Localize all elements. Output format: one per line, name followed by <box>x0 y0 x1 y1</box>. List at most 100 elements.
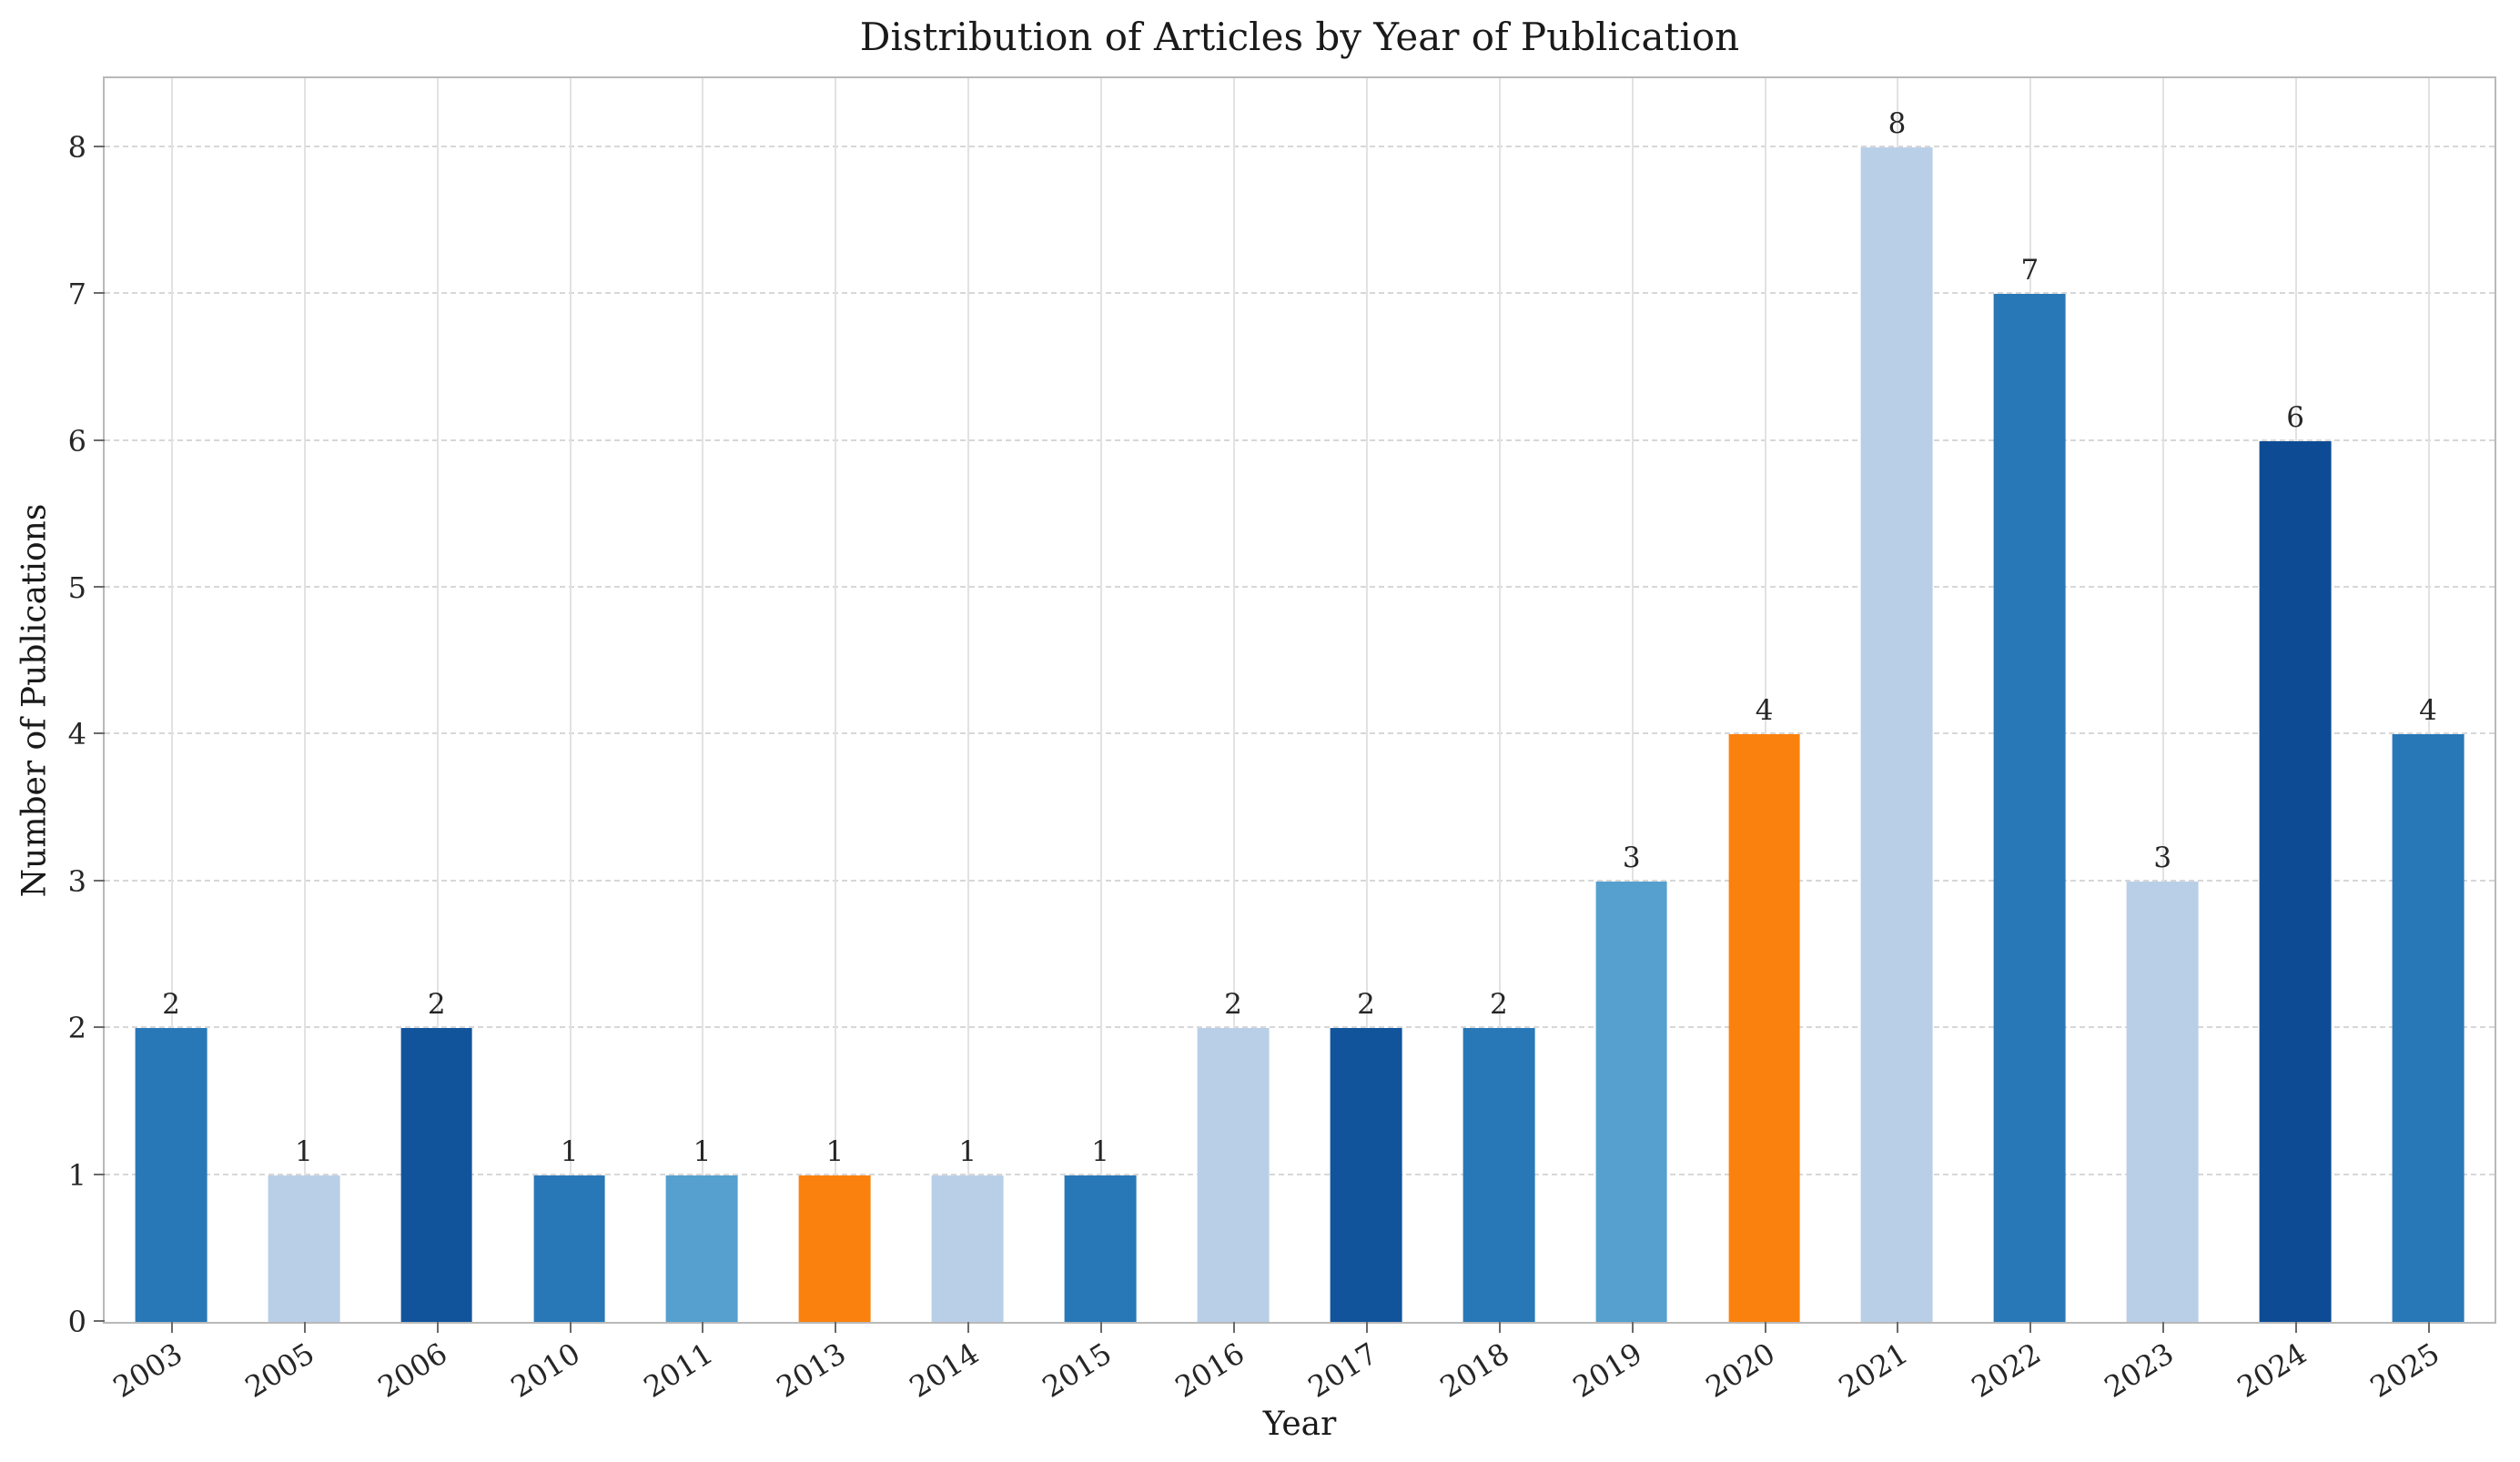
v-gridline <box>1233 78 1236 1322</box>
bar-slot: 6 2024 <box>2229 78 2362 1405</box>
x-tick-label: 2024 <box>2231 1336 2313 1405</box>
y-tick-label: 4 <box>67 717 86 752</box>
bar-value-label: 3 <box>1622 841 1641 874</box>
bar <box>798 1175 871 1322</box>
x-tick-label: 2018 <box>1434 1336 1516 1405</box>
y-tick-label: 7 <box>67 277 86 312</box>
bar-slot: 2 2003 <box>105 78 238 1405</box>
bar <box>666 1175 738 1322</box>
x-tick-mark <box>303 1322 306 1333</box>
y-tick-mark <box>94 879 105 882</box>
v-gridline <box>170 78 173 1322</box>
v-gridline <box>702 78 704 1322</box>
x-axis-label: Year <box>1262 1406 1337 1443</box>
bar <box>1861 146 1933 1322</box>
v-gridline <box>1100 78 1103 1322</box>
x-tick-mark <box>170 1322 173 1333</box>
x-tick-label: 2003 <box>106 1336 188 1405</box>
bar-value-label: 4 <box>2419 694 2437 728</box>
y-tick-mark <box>94 1026 105 1029</box>
bar-slot: 4 2020 <box>1698 78 1831 1405</box>
x-tick-mark <box>1100 1322 1103 1333</box>
x-tick-mark <box>835 1322 837 1333</box>
v-gridline <box>1631 78 1634 1322</box>
v-gridline <box>1498 78 1501 1322</box>
bar-value-label: 8 <box>1887 106 1907 140</box>
bar <box>2259 440 2332 1322</box>
y-tick-mark <box>94 1320 105 1322</box>
bar-slot: 2 2006 <box>370 78 503 1405</box>
x-tick-label: 2015 <box>1036 1336 1118 1405</box>
x-tick-mark <box>1233 1322 1236 1333</box>
bar <box>1728 734 1800 1322</box>
bar <box>1462 1028 1535 1322</box>
x-tick-label: 2022 <box>1965 1336 2047 1405</box>
bar-slot: 3 2019 <box>1565 78 1698 1405</box>
bar-value-label: 1 <box>1091 1134 1110 1168</box>
bar <box>2392 734 2464 1322</box>
bar-value-label: 2 <box>1357 988 1375 1022</box>
x-tick-mark <box>2029 1322 2032 1333</box>
bar-slot: 1 2011 <box>636 78 769 1405</box>
x-tick-mark <box>967 1322 970 1333</box>
x-tick-mark <box>702 1322 704 1333</box>
bar-slot: 1 2015 <box>1034 78 1167 1405</box>
bar <box>1330 1028 1402 1322</box>
x-tick-label: 2016 <box>1169 1336 1250 1405</box>
x-tick-mark <box>1365 1322 1368 1333</box>
v-gridline <box>967 78 970 1322</box>
bar-slot: 1 2010 <box>503 78 636 1405</box>
bar-slot: 2 2016 <box>1167 78 1300 1405</box>
y-tick-label: 8 <box>67 129 86 165</box>
y-axis-label: Number of Publications <box>15 503 54 898</box>
x-tick-label: 2017 <box>1301 1336 1383 1405</box>
bar-slot: 1 2013 <box>768 78 901 1405</box>
h-gridline <box>105 145 2495 147</box>
x-tick-label: 2010 <box>504 1336 587 1405</box>
y-tick-label: 3 <box>67 863 86 899</box>
x-tick-label: 2005 <box>239 1336 321 1405</box>
y-tick-mark <box>94 292 105 295</box>
h-gridline <box>105 732 2495 735</box>
bar-value-label: 2 <box>427 988 446 1022</box>
x-tick-label: 2006 <box>372 1336 454 1405</box>
x-tick-label: 2023 <box>2098 1336 2180 1405</box>
y-tick-mark <box>94 586 105 589</box>
bar-value-label: 4 <box>1755 694 1774 728</box>
x-tick-mark <box>1897 1322 1899 1333</box>
x-tick-mark <box>1498 1322 1501 1333</box>
x-tick-label: 2021 <box>1832 1336 1915 1405</box>
x-tick-label: 2020 <box>1699 1336 1782 1405</box>
bar-slot: 4 2025 <box>2362 78 2495 1405</box>
v-gridline <box>835 78 837 1322</box>
h-gridline <box>105 1173 2495 1175</box>
bar <box>1595 881 1668 1322</box>
v-gridline <box>2162 78 2165 1322</box>
y-tick-mark <box>94 145 105 147</box>
bar-slot: 2 2017 <box>1300 78 1432 1405</box>
y-tick-label: 0 <box>67 1305 86 1339</box>
v-gridline <box>436 78 439 1322</box>
y-tick-label: 6 <box>67 423 86 459</box>
h-gridline <box>105 292 2495 295</box>
x-tick-label: 2011 <box>637 1336 720 1405</box>
x-tick-mark <box>2162 1322 2165 1333</box>
x-tick-label: 2019 <box>1567 1336 1649 1405</box>
bar <box>931 1175 1004 1322</box>
bar-value-label: 1 <box>825 1134 845 1168</box>
bar <box>2126 881 2199 1322</box>
plot-area: 0 1 2 3 4 5 6 7 8 2 2003 1 2005 2 2006 1 2010 1 2011 1 2013 1… <box>68 76 2496 1405</box>
bar-slot: 7 2022 <box>1963 78 2096 1405</box>
y-tick-label: 5 <box>67 570 86 606</box>
x-tick-mark <box>2295 1322 2298 1333</box>
v-gridline <box>1764 78 1766 1322</box>
x-tick-mark <box>436 1322 439 1333</box>
y-tick-mark <box>94 439 105 441</box>
x-tick-label: 2013 <box>770 1336 852 1405</box>
bar <box>1993 294 2066 1322</box>
h-gridline <box>105 586 2495 589</box>
h-gridline <box>105 879 2495 882</box>
v-gridline <box>303 78 306 1322</box>
bar-slot: 2 2018 <box>1432 78 1565 1405</box>
bar <box>400 1028 473 1322</box>
